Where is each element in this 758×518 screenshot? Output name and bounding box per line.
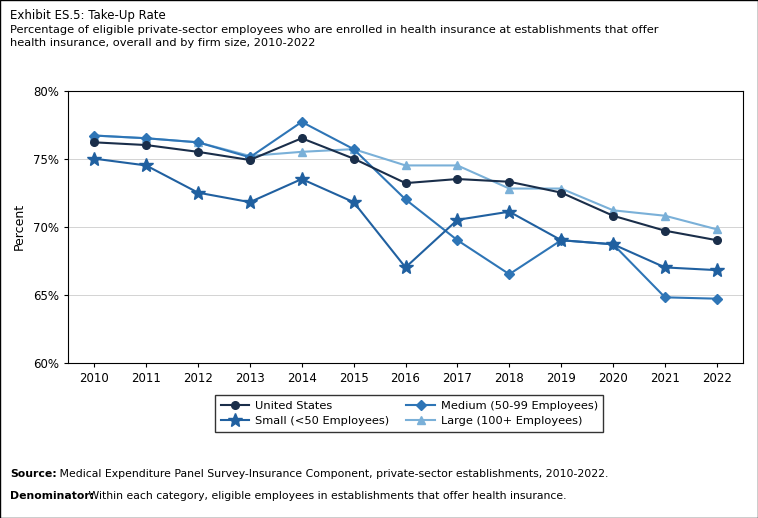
Text: Percentage of eligible private-sector employees who are enrolled in health insur: Percentage of eligible private-sector em… xyxy=(10,25,659,48)
Text: Exhibit ES.5: Take-Up Rate: Exhibit ES.5: Take-Up Rate xyxy=(10,9,165,22)
Text: Medical Expenditure Panel Survey-Insurance Component, private-sector establishme: Medical Expenditure Panel Survey-Insuran… xyxy=(56,469,609,479)
Text: Denominator:: Denominator: xyxy=(10,491,94,501)
Text: Source:: Source: xyxy=(10,469,57,479)
Y-axis label: Percent: Percent xyxy=(13,203,27,250)
Legend: United States, Small (<50 Employees), Medium (50-99 Employees), Large (100+ Empl: United States, Small (<50 Employees), Me… xyxy=(215,395,603,432)
Text: Within each category, eligible employees in establishments that offer health ins: Within each category, eligible employees… xyxy=(85,491,566,501)
